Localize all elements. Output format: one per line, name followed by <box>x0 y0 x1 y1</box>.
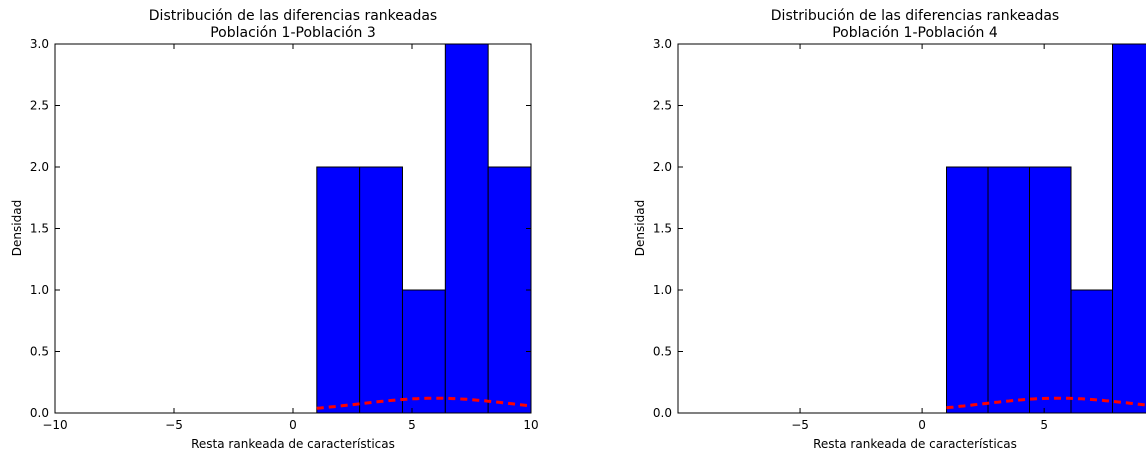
y-tick-label: 2.5 <box>30 99 49 113</box>
x-tick-label: 0 <box>289 418 297 432</box>
y-tick-label: 2.0 <box>30 160 49 174</box>
x-tick-label: 5 <box>1040 418 1048 432</box>
y-tick-label: 3.0 <box>30 37 49 51</box>
chart-1-title: Distribución de las diferencias rankeada… <box>149 8 437 24</box>
x-tick-label: 10 <box>523 418 538 432</box>
chart-2-title: Distribución de las diferencias rankeada… <box>771 8 1059 24</box>
histogram-bar <box>1070 289 1114 414</box>
y-tick-label: 0.0 <box>30 406 49 420</box>
histogram-bar <box>316 166 361 414</box>
chart-panel-2: Distribución de las diferencias rankeada… <box>633 8 1146 451</box>
y-tick-label: 0.5 <box>30 345 49 359</box>
histogram-bar <box>487 166 532 414</box>
chart-2-ticks: −5 0 5 0.0 0.5 1.0 1.5 2.0 2.5 3.0 <box>653 37 1048 432</box>
chart-2-curve-group <box>946 396 1146 410</box>
y-tick-label: 0.5 <box>653 345 672 359</box>
histogram-bar <box>444 43 489 414</box>
y-tick-label: 2.5 <box>653 99 672 113</box>
chart-2-bars <box>946 43 1146 414</box>
x-tick-label: 0 <box>918 418 926 432</box>
chart-1-bars <box>316 43 532 414</box>
y-tick-label: 1.0 <box>30 283 49 297</box>
y-tick-label: 3.0 <box>653 37 672 51</box>
x-tick-label: −5 <box>165 418 183 432</box>
chart-1-x-axis-label: Resta rankeada de características <box>191 437 395 451</box>
y-tick-label: 2.0 <box>653 160 672 174</box>
x-tick-label: −10 <box>42 418 67 432</box>
histogram-bar <box>1112 43 1146 414</box>
histogram-bar <box>401 289 446 414</box>
chart-1-ticks: −10 −5 0 5 10 0.0 0.5 1.0 1.5 2.0 2.5 3.0 <box>30 37 539 432</box>
chart-2-x-axis-label: Resta rankeada de características <box>813 437 1017 451</box>
chart-panel-1: Distribución de las diferencias rankeada… <box>10 8 539 451</box>
chart-1-y-axis-label: Densidad <box>10 200 24 256</box>
histogram-bar <box>359 166 403 414</box>
histogram-bar <box>987 166 1031 414</box>
x-tick-label: −5 <box>791 418 809 432</box>
histogram-bar <box>946 166 989 414</box>
density-curve <box>946 396 1146 410</box>
chart-1-subtitle: Población 1-Población 3 <box>210 25 376 41</box>
x-tick-label: 5 <box>408 418 416 432</box>
histogram-bar <box>1029 166 1072 414</box>
chart-2-subtitle: Población 1-Población 4 <box>832 25 998 41</box>
chart-2-y-axis-label: Densidad <box>633 200 647 256</box>
y-tick-label: 1.0 <box>653 283 672 297</box>
y-tick-label: 0.0 <box>653 406 672 420</box>
y-tick-label: 1.5 <box>653 222 672 236</box>
y-tick-label: 1.5 <box>30 222 49 236</box>
